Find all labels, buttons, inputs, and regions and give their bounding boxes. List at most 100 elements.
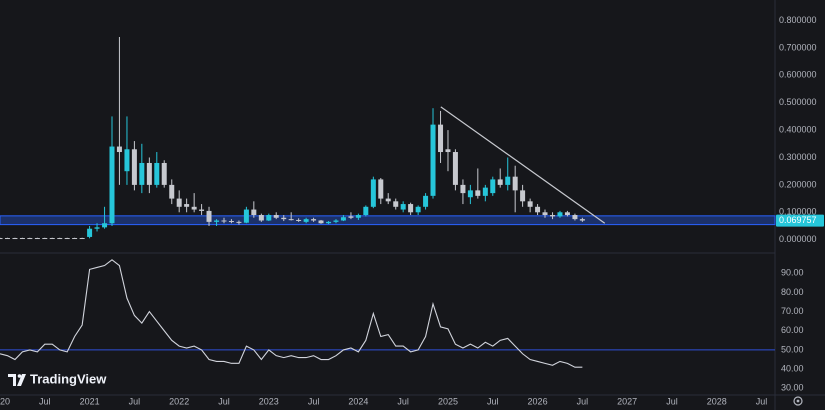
candle-body: [385, 198, 391, 202]
candle-body: [273, 215, 279, 218]
candle-body: [102, 223, 108, 228]
candle-body: [564, 212, 570, 216]
candle-body: [281, 217, 287, 220]
x-tick-label: 2020: [0, 396, 10, 406]
candle-body: [557, 212, 563, 217]
candle-body: [199, 209, 205, 211]
candle-body: [206, 210, 212, 222]
candle-body: [258, 215, 264, 221]
candle-body: [311, 219, 317, 221]
candle-body: [34, 238, 40, 240]
candle-body: [408, 204, 414, 213]
x-tick-label: Jul: [308, 396, 320, 406]
candle-body: [296, 219, 302, 221]
x-tick-label: Jul: [218, 396, 230, 406]
candle-body: [535, 206, 541, 213]
x-tick-label: 2021: [80, 396, 100, 406]
candle-body: [27, 238, 33, 240]
candle-body: [124, 149, 130, 172]
x-tick-label: Jul: [756, 396, 768, 406]
candle-body: [423, 195, 429, 207]
x-tick-label: 2022: [169, 396, 189, 406]
candle-body: [139, 162, 145, 185]
logo-mark: [8, 374, 16, 386]
x-tick-label: Jul: [577, 396, 589, 406]
x-tick-label: 2028: [707, 396, 727, 406]
candle-body: [221, 220, 227, 222]
logo-mark: [17, 374, 22, 378]
x-tick-label: Jul: [487, 396, 499, 406]
rsi-tick-label: 90.00: [781, 268, 804, 278]
x-tick-label: Jul: [397, 396, 409, 406]
x-tick-label: 2024: [348, 396, 368, 406]
candle-body: [415, 206, 421, 213]
candle-body: [400, 204, 406, 210]
logo-mark: [17, 374, 26, 386]
candle-body: [266, 215, 272, 221]
candle-body: [363, 206, 369, 216]
candle-body: [131, 149, 137, 185]
x-tick-label: 2023: [259, 396, 279, 406]
rsi-tick-label: 60.00: [781, 325, 804, 335]
candle-body: [116, 146, 122, 153]
y-tick-label: 0.800000: [779, 15, 817, 25]
candle-body: [0, 238, 3, 240]
logo: TradingView: [8, 371, 107, 386]
candle-body: [475, 190, 481, 196]
candle-body: [542, 212, 548, 216]
watermark: TradingView: [30, 371, 107, 386]
candle-body: [161, 162, 167, 185]
y-tick-label: 0.300000: [779, 152, 817, 162]
candle-body: [176, 198, 182, 207]
candle-body: [318, 220, 324, 224]
y-tick-label: 0.700000: [779, 42, 817, 52]
settings-icon[interactable]: [793, 396, 803, 406]
candle-body: [333, 220, 339, 222]
candle-body: [109, 146, 115, 224]
rsi-line: [0, 259, 583, 368]
candle-body: [288, 219, 294, 221]
candle-body: [482, 187, 488, 196]
candle-body: [146, 162, 152, 185]
candle-body: [467, 190, 473, 198]
plot-layer: [0, 36, 776, 368]
rsi-tick-label: 40.00: [781, 363, 804, 373]
candle-body: [251, 209, 257, 216]
candle-body: [430, 124, 436, 196]
settings-gear[interactable]: [793, 396, 803, 406]
candle-body: [184, 204, 190, 207]
candle-body: [49, 238, 55, 240]
candle-body: [214, 220, 220, 222]
rsi-tick-label: 70.00: [781, 306, 804, 316]
rsi-tick-label: 80.00: [781, 287, 804, 297]
candle-body: [355, 215, 361, 218]
x-tick-label: Jul: [39, 396, 51, 406]
y-tick-label: 0.600000: [779, 70, 817, 80]
settings-gear-center[interactable]: [796, 399, 800, 403]
x-tick-label: Jul: [666, 396, 678, 406]
support-zone: [0, 215, 776, 226]
x-tick-label: 2026: [528, 396, 548, 406]
rsi-tick-label: 50.00: [781, 344, 804, 354]
candle-body: [512, 176, 518, 191]
y-tick-label: 0.400000: [779, 124, 817, 134]
trendline: [440, 106, 606, 224]
candle-body: [572, 215, 578, 220]
y-tick-label: 0.100000: [779, 207, 817, 217]
candle-body: [243, 209, 249, 223]
candle-body: [326, 221, 332, 224]
candle-body: [393, 201, 399, 207]
candle-body: [460, 184, 466, 194]
candle-body: [64, 238, 70, 240]
candle-body: [169, 184, 175, 199]
candle-body: [348, 216, 354, 218]
last-price-box: [776, 214, 824, 227]
candle-body: [497, 179, 503, 185]
candle-body: [236, 221, 242, 223]
candle-body: [520, 190, 526, 202]
candle-body: [579, 219, 585, 221]
candle-body: [19, 238, 25, 240]
candle-body: [57, 238, 63, 240]
